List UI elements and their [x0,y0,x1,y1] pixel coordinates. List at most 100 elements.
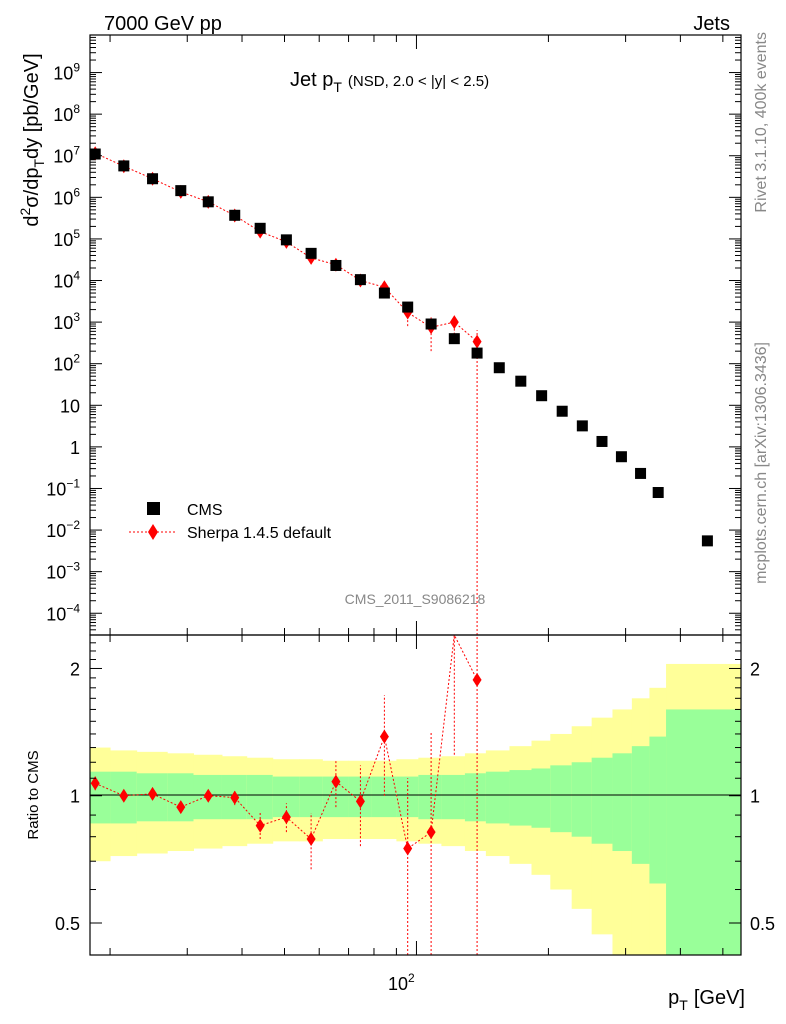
cms-data-point [202,196,214,208]
ratio-y-tick-label-right: 1 [750,787,760,807]
inner-band-bin [509,770,533,826]
cms-data-point [229,209,241,221]
rivet-label: Rivet 3.1.10, 400k events [753,32,770,213]
cms-data-point [556,405,568,417]
cms-data-point [305,247,317,259]
legend-sherpa-marker [148,524,158,540]
y-tick-label: 10−4 [46,601,80,624]
cms-data-point [254,222,266,234]
inner-band-bin [464,773,487,822]
ratio-sherpa-point [331,774,341,789]
inner-band-bin [531,768,551,828]
ratio-sherpa-point [255,818,265,833]
ratio-y-axis-label: Ratio to CMS [25,750,42,839]
inner-band-bin [631,746,650,864]
process-label: Jets [693,13,730,35]
cms-data-point [515,375,527,387]
ratio-y-tick-labels: 2 2 1 1 0.5 0.5 [55,659,775,934]
main-plot-frame [89,34,742,636]
cms-data-point [354,274,366,286]
inner-band-bin [649,736,667,884]
x-tick-label-100: 102 [388,971,415,994]
y-tick-label: 109 [53,61,80,84]
inner-band-bin [441,774,466,820]
inner-band-bin [550,765,573,833]
legend: CMS Sherpa 1.4.5 default [129,502,332,542]
cms-data-point [615,451,627,463]
cms-data-point [378,287,390,299]
inner-band-bin [396,776,419,818]
ratio-panel: 2 2 1 1 0.5 0.5 Ratio to CMS 102 pT [GeV] [25,633,775,1013]
plot-title: Jet pT (NSD, 2.0 < |y| < 2.5) [290,69,489,95]
inner-band-bin [591,757,613,844]
main-y-tick-labels: 10910810710610510410310210110−110−210−31… [46,61,80,625]
y-tick-label: 108 [53,102,80,125]
sherpa-series [90,146,482,635]
y-tick-label: 106 [53,185,80,208]
ratio-sherpa-point [230,790,240,805]
y-tick-label: 102 [53,352,80,375]
inner-band-bin [612,753,633,852]
inner-band-bin [90,771,111,824]
ratio-sherpa-point [426,825,436,840]
ratio-y-tick-label-right: 2 [750,659,760,679]
inner-band-bin [418,774,442,820]
cms-data-point [425,318,437,330]
legend-sherpa-label: Sherpa 1.4.5 default [187,525,332,542]
cms-data-point [448,333,460,345]
cms-data-point [493,362,505,374]
cms-data-point [536,390,548,402]
ratio-y-tick-label: 2 [70,659,80,679]
x-axis-label: pT [GeV] [668,987,745,1013]
sherpa-data-point [472,334,482,349]
y-tick-label: 10−1 [46,476,80,499]
ratio-y-tick-label-right: 0.5 [750,914,775,934]
y-tick-label: 105 [53,227,80,250]
cms-data-point [576,420,588,432]
cms-data-point [118,160,130,172]
uncertainty-bands [90,663,742,955]
y-tick-label: 1 [70,438,80,458]
cms-data-point [596,435,608,447]
ratio-sherpa-point [176,800,186,815]
ratio-y-tick-label: 1 [70,787,80,807]
ratio-sherpa-point [281,810,291,825]
cms-data-point [280,234,292,246]
y-tick-label: 104 [53,269,80,292]
cms-data-point [147,173,159,185]
y-tick-label: 103 [53,310,80,333]
mcplots-label: mcplots.cern.ch [arXiv:1306.3436] [753,342,770,584]
cms-data-point [175,185,187,197]
ratio-sherpa-point [306,832,316,847]
ratio-sherpa-point [90,776,100,791]
sherpa-data-point [449,315,459,330]
cms-data-point [402,301,414,313]
y-tick-label: 10 [60,396,80,416]
cms-data-point [330,259,342,271]
ratio-sherpa-line [95,633,478,850]
ratio-sherpa-point [403,841,413,856]
sherpa-line [95,152,478,342]
y-tick-label: 10−3 [46,560,80,583]
ratio-sherpa-point [355,794,365,809]
ratio-sherpa-point [148,786,158,801]
ratio-sherpa-point [472,672,482,687]
energy-label: 7000 GeV pp [104,13,222,35]
cms-data-point [471,347,483,359]
inner-band-bin [299,776,323,818]
main-panel: 10910810710610510410310210110−110−210−31… [17,34,742,636]
legend-cms-label: CMS [187,502,223,519]
inner-band-bin [246,774,274,820]
ratio-plot-frame [89,634,742,956]
legend-cms-marker [147,502,160,515]
ratio-sherpa-point [119,788,129,803]
inner-band-bin [571,762,593,837]
ratio-ticks [90,635,741,955]
ratio-sherpa-point [379,729,389,744]
main-y-axis-label: d2σ/dpTdy [pb/GeV] [17,53,47,226]
cms-series [89,148,713,547]
y-tick-label: 10−2 [46,518,80,541]
ratio-y-tick-label: 0.5 [55,914,80,934]
inner-band-bin [485,771,510,824]
